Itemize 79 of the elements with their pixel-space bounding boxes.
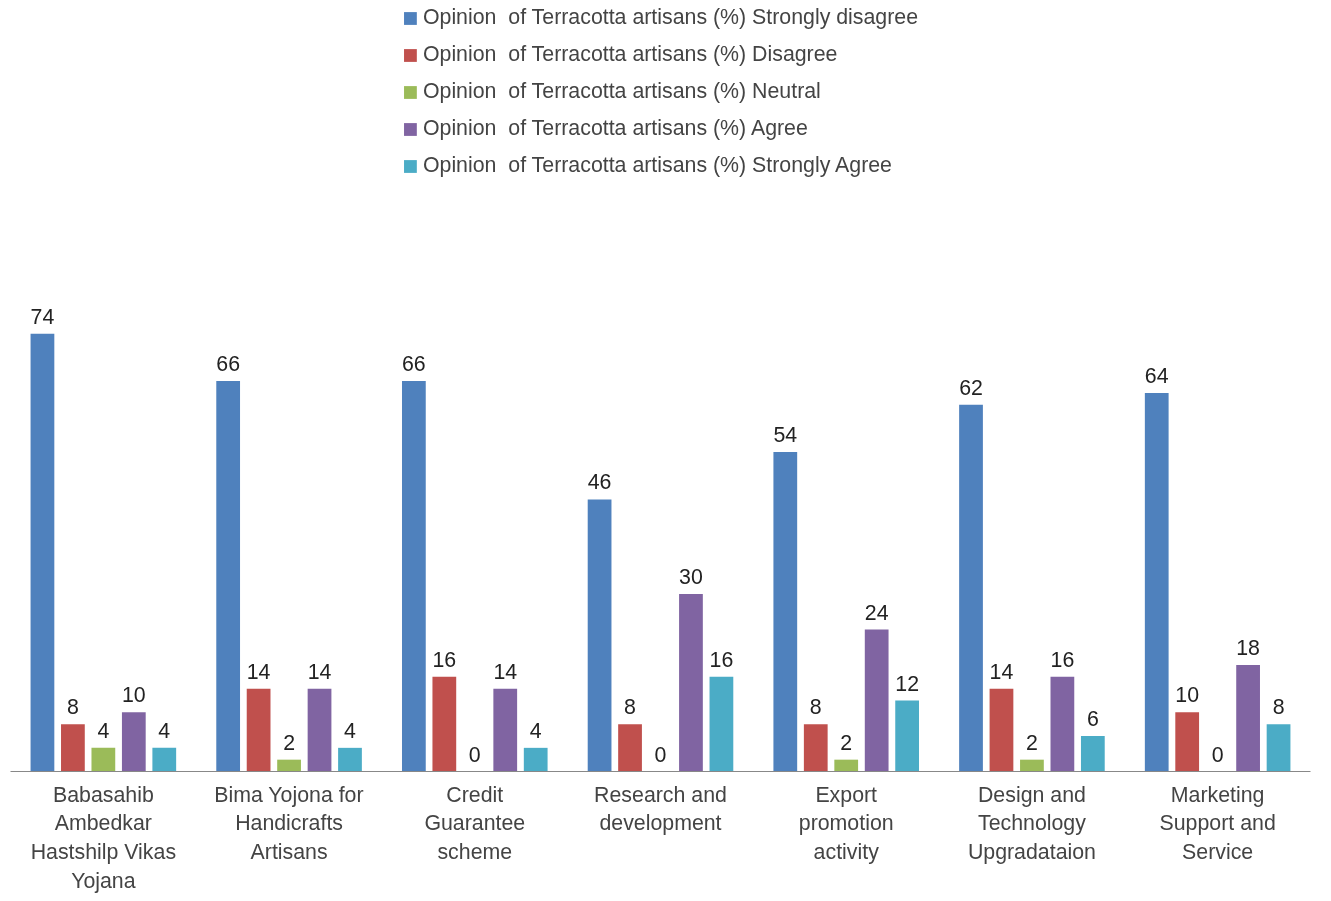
bar	[121, 712, 146, 772]
data-label: 4	[344, 718, 357, 743]
data-label: 18	[1236, 636, 1260, 661]
bar	[1175, 712, 1200, 772]
bar	[587, 499, 612, 772]
data-label: 16	[432, 647, 457, 672]
bar	[307, 688, 332, 772]
data-label: 2	[283, 730, 296, 755]
data-label: 14	[307, 659, 332, 684]
legend-label: Opinion of Terracotta artisans (%) Neutral	[422, 79, 821, 104]
x-tick-label: Research and development	[594, 782, 727, 836]
data-label: 14	[989, 659, 1014, 684]
data-label: 54	[773, 423, 798, 448]
data-label: 66	[216, 352, 241, 377]
data-label: 4	[158, 718, 171, 743]
bar	[216, 381, 241, 772]
data-label: 12	[895, 671, 919, 696]
bar	[1020, 759, 1044, 772]
bar	[1144, 392, 1169, 772]
data-label: 0	[468, 742, 481, 767]
data-label: 24	[864, 600, 889, 625]
bar	[432, 676, 457, 772]
legend-label: Opinion of Terracotta artisans (%) Disagree	[422, 42, 838, 67]
bar	[401, 381, 426, 772]
legend-label: Opinion of Terracotta artisans (%) Agree	[422, 116, 808, 141]
bar	[989, 688, 1014, 772]
data-label: 46	[587, 470, 612, 495]
data-label: 14	[493, 659, 518, 684]
data-label: 66	[402, 352, 426, 377]
data-label: 4	[97, 718, 110, 743]
bar	[61, 724, 85, 772]
data-label: 8	[624, 695, 636, 720]
data-label: 8	[1272, 695, 1285, 720]
x-tick-label: Babasahib Ambedkar Hastshilp Vikas Yojana	[30, 782, 177, 893]
data-label: 16	[1050, 647, 1075, 672]
bar	[618, 724, 642, 772]
data-label: 0	[654, 742, 667, 767]
bar	[30, 333, 55, 772]
bar	[277, 759, 301, 772]
data-label: 16	[709, 647, 734, 672]
data-label: 10	[1175, 683, 1200, 708]
bar	[1050, 676, 1075, 772]
bar	[246, 688, 271, 772]
bar	[895, 700, 920, 772]
x-tick-label: Bima Yojona for Handicrafts Artisans	[214, 782, 364, 865]
data-label: 2	[840, 730, 853, 755]
x-tick-label: Design and Technology Upgradataion	[967, 782, 1096, 865]
bar	[523, 747, 548, 772]
bar	[91, 747, 116, 772]
x-tick-label: Marketing Support and Service	[1159, 782, 1276, 865]
data-label: 10	[121, 683, 146, 708]
data-label: 0	[1211, 742, 1224, 767]
bar	[803, 724, 828, 772]
bar	[1236, 665, 1260, 772]
data-label: 74	[30, 304, 55, 329]
x-tick-label: Credit Guarantee scheme	[424, 782, 526, 865]
data-label: 4	[529, 718, 542, 743]
bar	[773, 452, 798, 772]
legend-label: Opinion of Terracotta artisans (%) Strongly disagree	[422, 5, 919, 30]
data-label: 62	[959, 375, 983, 400]
data-label: 8	[66, 695, 79, 720]
bar	[864, 629, 889, 772]
bar	[959, 404, 983, 772]
data-label: 6	[1086, 707, 1099, 732]
bar	[493, 688, 518, 772]
data-label: 30	[679, 565, 703, 590]
data-label: 14	[246, 659, 271, 684]
bar	[834, 759, 859, 772]
data-label: 64	[1144, 363, 1169, 388]
data-label: 2	[1026, 730, 1038, 755]
bar	[152, 747, 177, 772]
legend-label: Opinion of Terracotta artisans (%) Strongly Agree	[422, 153, 892, 178]
bar	[1080, 736, 1105, 772]
data-label: 8	[809, 695, 822, 720]
bar	[338, 747, 362, 772]
bar	[679, 594, 703, 772]
bar	[1266, 724, 1291, 772]
bar	[709, 676, 734, 772]
x-tick-label: Export promotion activity	[798, 782, 894, 865]
